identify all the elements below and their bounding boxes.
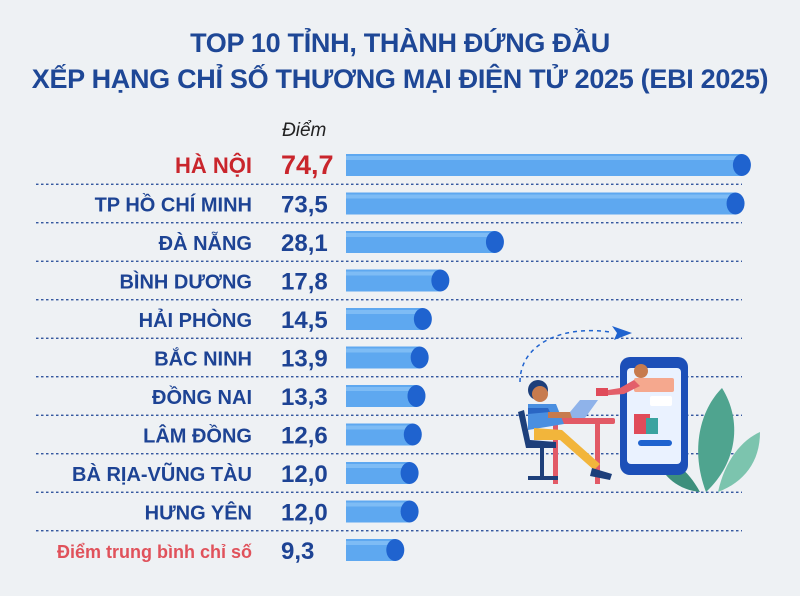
bar-cap [400,500,419,523]
bar-rows: HÀ NỘI 74,7 TP HỒ CHÍ MINH 73,5 ĐÀ NẴNG 28,1 B… [57,150,751,565]
category-label: HƯNG YÊN [145,501,252,525]
value-label: 13,3 [281,384,328,411]
chart-title-line-1: TOP 10 TỈNH, THÀNH ĐỨNG ĐẦU [190,28,610,58]
category-label: BẮC NINH [154,347,252,371]
bar-cap [413,308,432,330]
bar-cap [410,346,429,369]
bar-highlight [346,233,495,237]
bar-highlight [346,271,441,276]
bar-cap [407,385,426,407]
value-unit-label: Điểm [282,120,327,141]
bar-cap [386,539,405,561]
bar [346,346,429,369]
category-label: ĐÀ NẴNG [159,232,252,255]
bar-cap [403,423,422,446]
bar [346,385,426,407]
category-label: Điểm trung bình chỉ số [57,542,252,562]
value-label: 13,9 [281,346,328,373]
bar [346,539,405,561]
category-label: BÌNH DƯƠNG [119,271,252,294]
bar [346,192,745,215]
bar [346,500,419,523]
category-label: BÀ RỊA-VŨNG TÀU [72,462,252,486]
bar [346,154,751,176]
value-label: 17,8 [281,269,328,296]
value-label: 14,5 [281,307,328,334]
bar-highlight [346,194,736,199]
bar [346,269,450,292]
value-label: 28,1 [281,230,328,257]
value-label: 12,6 [281,423,328,450]
bar-highlight [346,156,742,160]
bar-highlight [346,464,410,468]
value-label: 12,0 [281,461,328,488]
category-label: HẢI PHÒNG [139,308,252,332]
bar-highlight [346,541,396,545]
bar [346,231,504,253]
bar-highlight [346,425,413,430]
value-label: 9,3 [281,538,314,565]
bar-highlight [346,348,420,353]
bar [346,462,419,484]
value-label: 12,0 [281,500,328,527]
value-label: 74,7 [281,150,334,180]
chart-title-line-2: XẾP HẠNG CHỈ SỐ THƯƠNG MẠI ĐIỆN TỬ 2025 … [31,64,769,94]
category-label: TP HỒ CHÍ MINH [95,193,252,217]
bar-cap [485,231,504,253]
category-label: LÂM ĐỒNG [143,424,252,448]
bar-cap [400,462,419,484]
bar-highlight [346,310,423,314]
bar [346,308,432,330]
bar-highlight [346,502,410,507]
value-label: 73,5 [281,192,328,219]
bar-cap [726,192,745,215]
category-label: ĐỒNG NAI [152,385,252,409]
bar-cap [431,269,450,292]
category-label: HÀ NỘI [175,153,252,178]
bar [346,423,422,446]
bar-highlight [346,387,417,391]
online-shopping-illustration [518,326,760,492]
bar-cap [732,154,751,176]
